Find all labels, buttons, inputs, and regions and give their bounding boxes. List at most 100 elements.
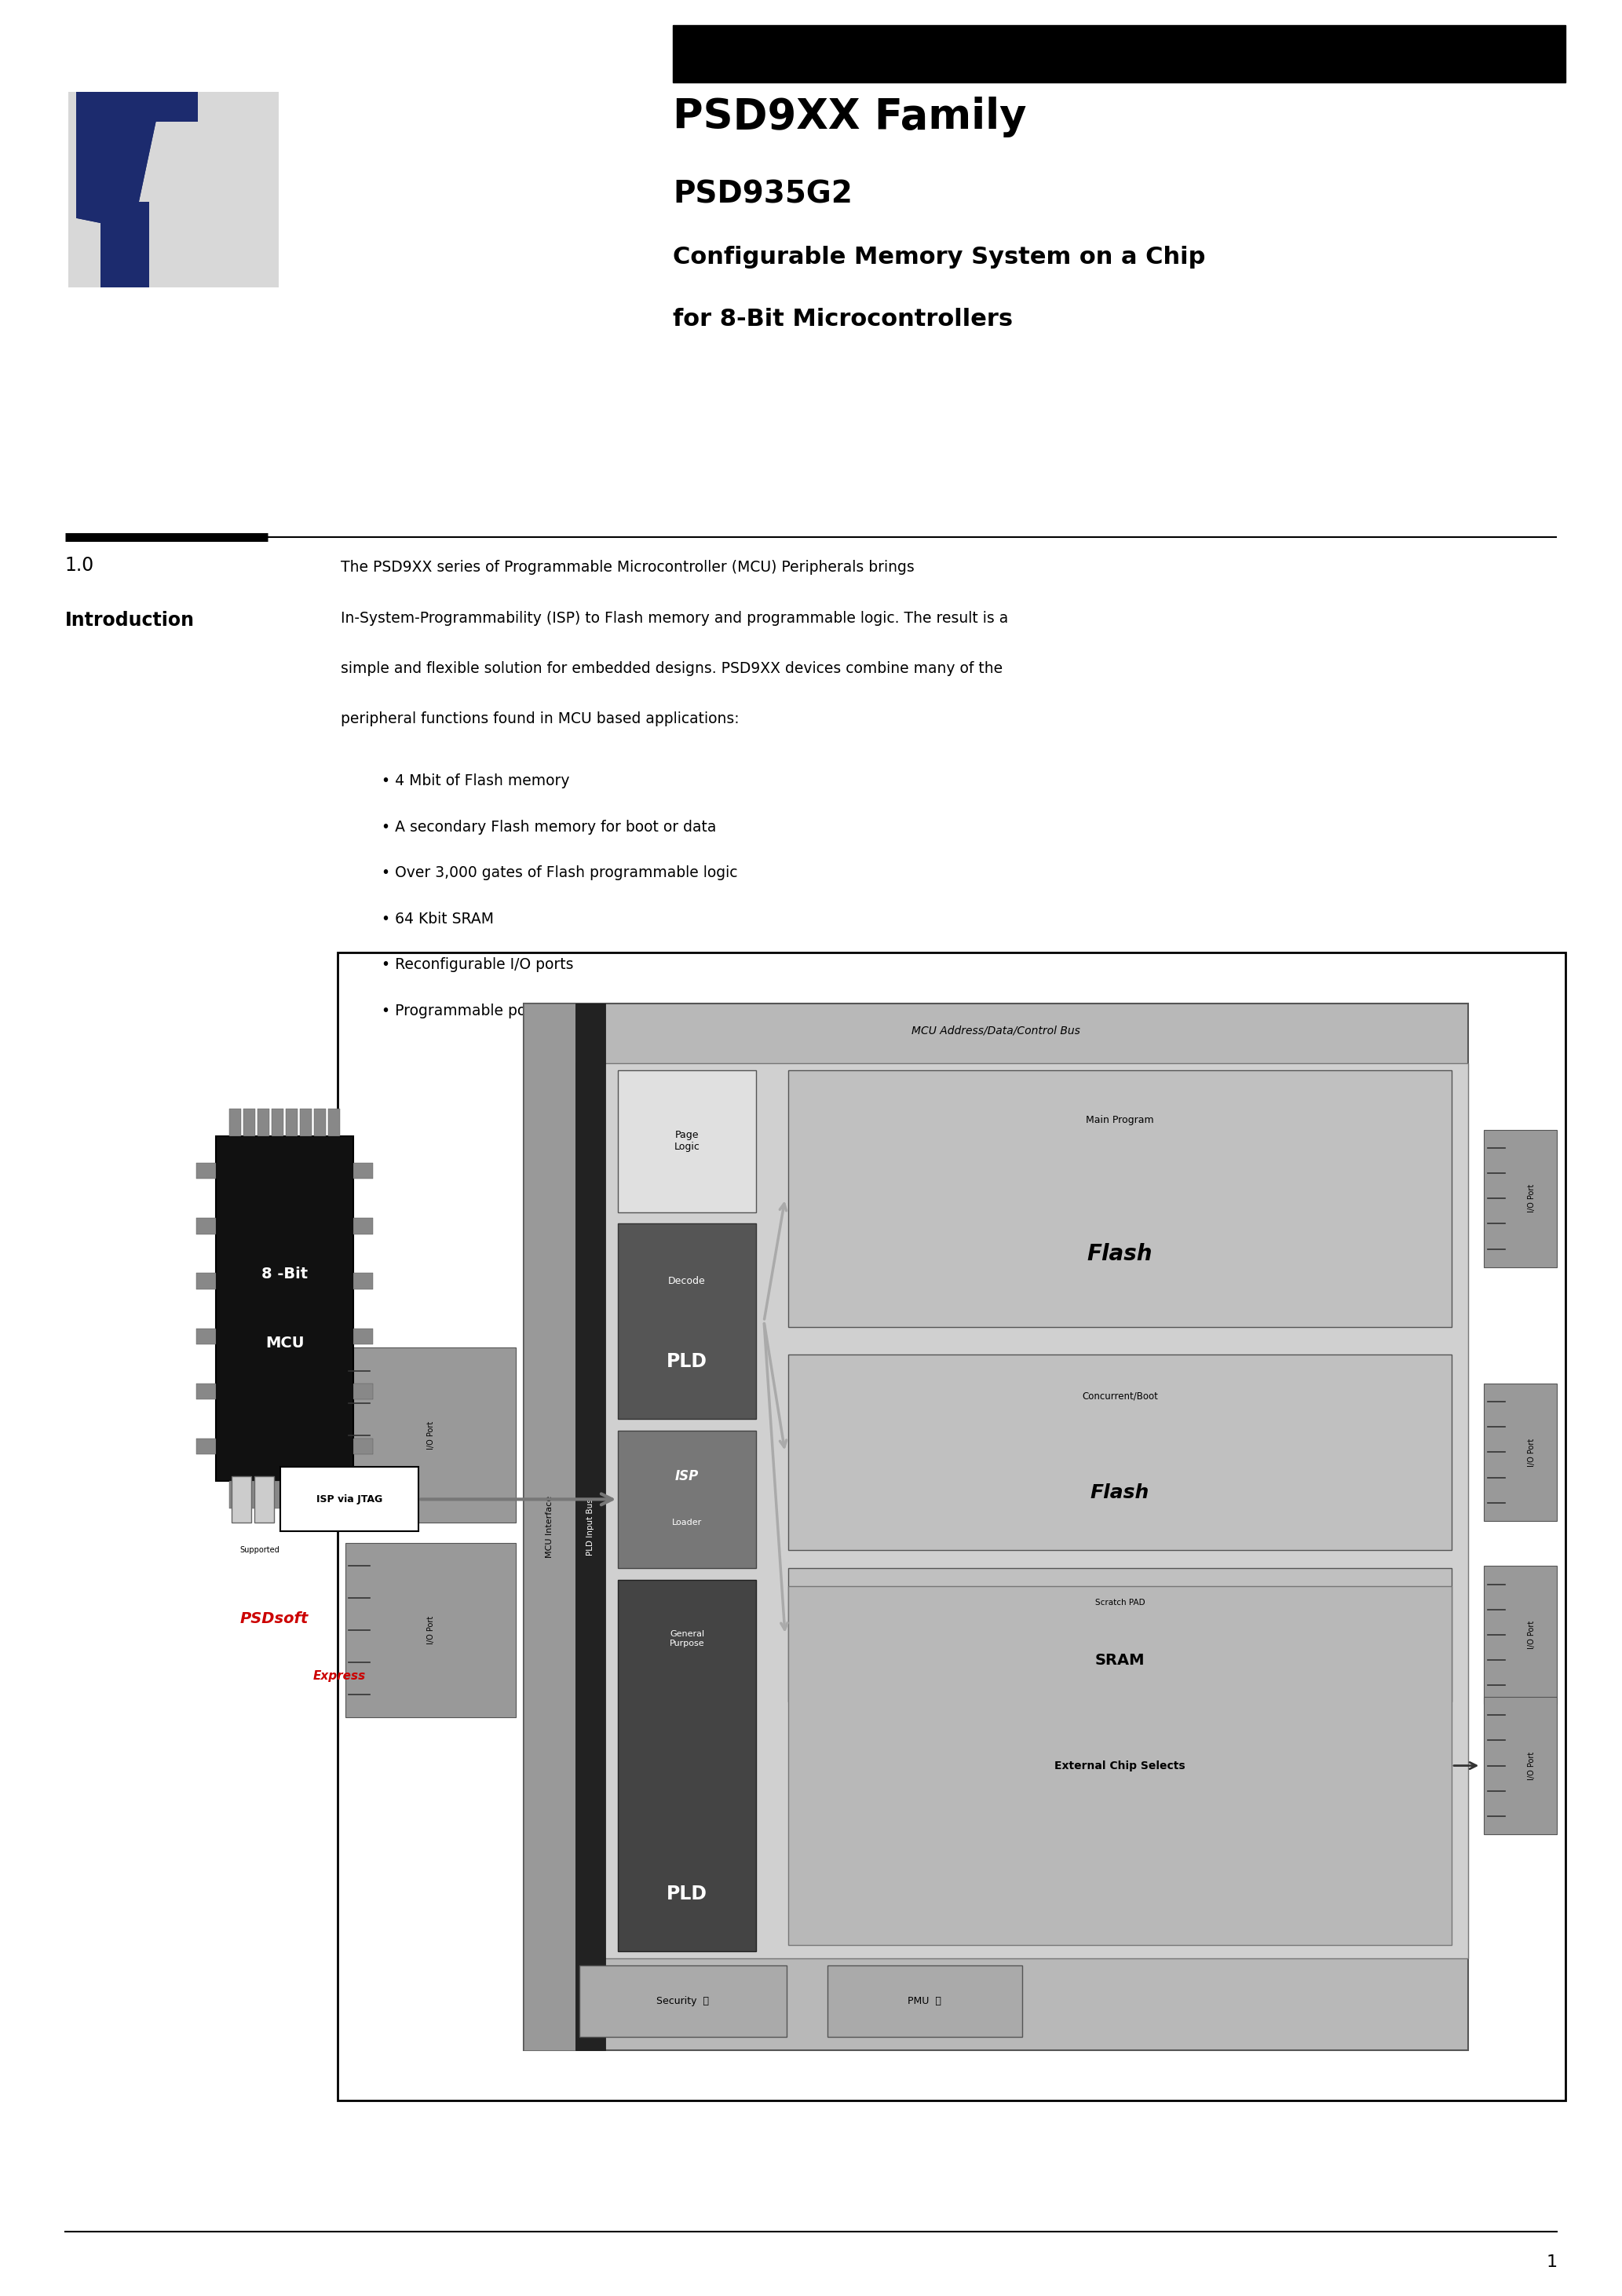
Bar	[354, 1162, 373, 1180]
Text: I/O Port: I/O Port	[1528, 1437, 1536, 1467]
Bar	[345, 1348, 516, 1522]
Bar	[354, 1272, 373, 1290]
Bar	[258, 1109, 269, 1137]
Bar	[328, 1481, 341, 1508]
Text: MCU Interface: MCU Interface	[547, 1495, 553, 1559]
Bar	[232, 1476, 251, 1522]
Text: The PSD9XX series of Programmable Microcontroller (MCU) Peripherals brings: The PSD9XX series of Programmable Microc…	[341, 560, 915, 574]
Polygon shape	[76, 92, 198, 122]
Text: Supported: Supported	[240, 1545, 281, 1554]
Text: PLD: PLD	[667, 1885, 707, 1903]
Text: • A secondary Flash memory for boot or data: • A secondary Flash memory for boot or d…	[381, 820, 715, 833]
Text: I/O Port: I/O Port	[1528, 1752, 1536, 1779]
Bar	[258, 1481, 269, 1508]
Text: ISP via JTAG: ISP via JTAG	[316, 1495, 383, 1504]
Bar	[272, 1109, 284, 1137]
Bar	[196, 1162, 216, 1180]
Bar	[579, 1965, 787, 2037]
Text: MCU Address/Data/Control Bus: MCU Address/Data/Control Bus	[912, 1026, 1080, 1035]
Text: In-System-Programmability (ISP) to Flash memory and programmable logic. The resu: In-System-Programmability (ISP) to Flash…	[341, 611, 1009, 625]
Text: SRAM: SRAM	[1095, 1653, 1145, 1667]
Text: • Programmable power management.: • Programmable power management.	[381, 1003, 662, 1017]
Text: PSD9XX Family: PSD9XX Family	[673, 96, 1027, 138]
Text: MCU: MCU	[266, 1336, 303, 1350]
Bar	[315, 1481, 326, 1508]
Bar	[827, 1965, 1022, 2037]
Text: Decode: Decode	[668, 1277, 706, 1286]
Text: Main Program: Main Program	[1087, 1116, 1153, 1125]
Text: Scratch PAD: Scratch PAD	[1095, 1598, 1145, 1607]
Text: I/O Port: I/O Port	[1528, 1621, 1536, 1649]
Bar	[354, 1382, 373, 1398]
Text: General
Purpose: General Purpose	[670, 1630, 704, 1649]
Bar	[576, 1003, 605, 2050]
Text: PSDsoft: PSDsoft	[240, 1612, 308, 1626]
Bar	[285, 1109, 297, 1137]
Bar	[196, 1217, 216, 1235]
Bar	[281, 1467, 418, 1531]
Text: 1.0: 1.0	[65, 556, 94, 574]
Bar	[196, 1382, 216, 1398]
Bar	[68, 92, 279, 287]
Bar	[230, 1109, 242, 1137]
Bar	[300, 1481, 311, 1508]
Text: I/O Port: I/O Port	[427, 1421, 435, 1449]
Text: PLD: PLD	[667, 1352, 707, 1371]
Bar	[354, 1327, 373, 1343]
Bar	[230, 1481, 242, 1508]
Bar	[1484, 1566, 1557, 1704]
Text: Configurable Memory System on a Chip: Configurable Memory System on a Chip	[673, 246, 1205, 269]
Bar	[618, 1224, 756, 1419]
Text: Page
Logic: Page Logic	[675, 1130, 699, 1153]
Bar	[788, 1568, 1452, 1701]
Bar	[618, 1430, 756, 1568]
Bar	[524, 1003, 1468, 2050]
Bar	[255, 1476, 274, 1522]
Text: Express: Express	[313, 1669, 367, 1683]
Bar	[576, 1063, 1468, 1958]
Bar	[788, 1587, 1452, 1945]
Bar	[196, 1272, 216, 1290]
Text: I/O Port: I/O Port	[1528, 1185, 1536, 1212]
Text: peripheral functions found in MCU based applications:: peripheral functions found in MCU based …	[341, 712, 740, 726]
Polygon shape	[76, 115, 157, 230]
Text: simple and flexible solution for embedded designs. PSD9XX devices combine many o: simple and flexible solution for embedde…	[341, 661, 1002, 675]
Text: Introduction: Introduction	[65, 611, 195, 629]
Bar	[337, 953, 1565, 2101]
Text: for 8-Bit Microcontrollers: for 8-Bit Microcontrollers	[673, 308, 1014, 331]
Bar	[673, 25, 1565, 83]
Bar	[196, 1327, 216, 1343]
Text: I/O Port: I/O Port	[427, 1616, 435, 1644]
Bar	[196, 1437, 216, 1456]
Bar	[524, 1003, 576, 2050]
Bar	[618, 1070, 756, 1212]
Text: • 64 Kbit SRAM: • 64 Kbit SRAM	[381, 912, 493, 925]
Bar	[618, 1580, 756, 1952]
Bar	[788, 1070, 1452, 1327]
Text: ISP: ISP	[675, 1469, 699, 1483]
Polygon shape	[101, 202, 149, 287]
Polygon shape	[76, 92, 198, 122]
Text: Concurrent/Boot: Concurrent/Boot	[1082, 1391, 1158, 1401]
Text: 8 -Bit: 8 -Bit	[261, 1267, 308, 1281]
Text: • Over 3,000 gates of Flash programmable logic: • Over 3,000 gates of Flash programmable…	[381, 866, 738, 879]
Bar	[285, 1481, 297, 1508]
Polygon shape	[101, 202, 149, 287]
Bar	[354, 1217, 373, 1235]
Text: Security  🔒: Security 🔒	[657, 1995, 709, 2007]
Text: Loader: Loader	[672, 1518, 702, 1527]
Bar	[345, 1543, 516, 1717]
Bar	[272, 1481, 284, 1508]
Text: 1: 1	[1546, 2255, 1557, 2271]
Bar	[216, 1137, 354, 1481]
Bar	[243, 1109, 255, 1137]
Bar	[300, 1109, 311, 1137]
Text: PLD Input Bus: PLD Input Bus	[587, 1499, 594, 1554]
Bar	[243, 1481, 255, 1508]
Text: • 4 Mbit of Flash memory: • 4 Mbit of Flash memory	[381, 774, 569, 788]
Bar	[1484, 1130, 1557, 1267]
Text: PMU  💻: PMU 💻	[908, 1995, 941, 2007]
Text: Flash: Flash	[1090, 1483, 1150, 1502]
Text: • Reconfigurable I/O ports: • Reconfigurable I/O ports	[381, 957, 573, 971]
Bar	[315, 1109, 326, 1137]
